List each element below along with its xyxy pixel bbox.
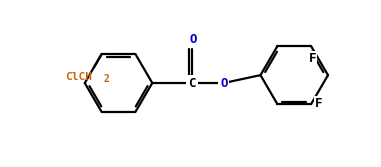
- Text: 2: 2: [104, 74, 109, 84]
- Text: F: F: [315, 97, 323, 110]
- Text: O: O: [220, 76, 227, 90]
- Text: ClCH: ClCH: [65, 72, 92, 82]
- Text: F: F: [309, 52, 317, 65]
- Text: O: O: [189, 33, 197, 46]
- Text: C: C: [188, 76, 196, 90]
